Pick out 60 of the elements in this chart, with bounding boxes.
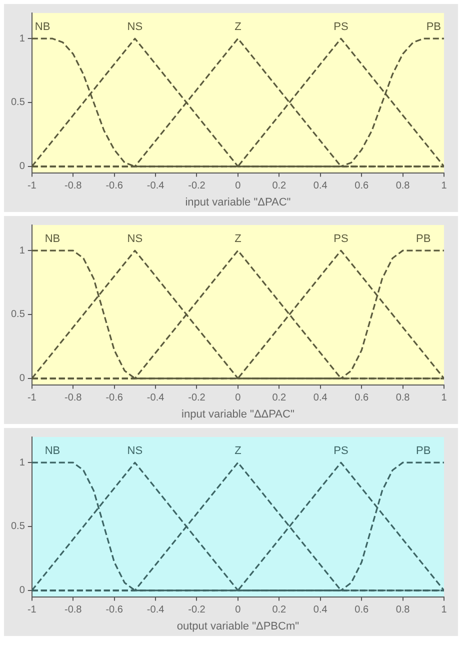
x-tick-label: -0.8 bbox=[64, 604, 82, 616]
x-tick-label: 0.4 bbox=[313, 604, 328, 616]
series-label: PS bbox=[334, 21, 348, 34]
series-label: NS bbox=[127, 233, 143, 246]
y-tick-label: 0 bbox=[19, 161, 26, 172]
y-tick-label: 1 bbox=[19, 245, 26, 256]
x-tick-label: 0.8 bbox=[396, 180, 410, 192]
x-tick-label: 0.6 bbox=[354, 392, 369, 404]
x-axis-title: output variable "ΔPBCm" bbox=[176, 620, 300, 632]
series-label: Z bbox=[234, 445, 242, 458]
x-tick-label: 1 bbox=[441, 180, 448, 192]
x-axis-title: input variable "ΔΔPAC" bbox=[182, 408, 294, 420]
x-tick-label: 0.8 bbox=[396, 392, 410, 404]
series-label: PS bbox=[334, 233, 348, 246]
x-tick-label: 0 bbox=[235, 180, 242, 192]
y-tick-label: 1 bbox=[19, 33, 26, 44]
x-tick-label: 0 bbox=[235, 392, 242, 404]
x-tick-label: 0.4 bbox=[313, 392, 328, 404]
y-tick-label: 0.5 bbox=[10, 97, 26, 108]
x-tick-label: -0.2 bbox=[188, 392, 206, 404]
series-label: NS bbox=[127, 21, 143, 34]
x-tick-label: 0 bbox=[235, 604, 242, 616]
series-label: NB bbox=[44, 445, 60, 458]
series-label: Z bbox=[234, 233, 242, 246]
y-tick-label: 1 bbox=[19, 457, 26, 468]
x-tick-label: 1 bbox=[441, 392, 448, 404]
x-axis-title: input variable "ΔPAC" bbox=[185, 196, 291, 208]
x-tick-label: -1 bbox=[27, 392, 37, 404]
series-label: PB bbox=[416, 233, 431, 246]
x-tick-label: -0.2 bbox=[188, 180, 206, 192]
x-tick-label: -0.6 bbox=[106, 392, 124, 404]
x-tick-label: 1 bbox=[441, 604, 448, 616]
x-tick-label: 0.6 bbox=[354, 604, 369, 616]
x-tick-label: -0.6 bbox=[106, 180, 124, 192]
series-label: NB bbox=[44, 233, 60, 246]
x-tick-label: -0.2 bbox=[188, 604, 206, 616]
x-tick-label: 0.6 bbox=[354, 180, 369, 192]
series-label: PB bbox=[416, 445, 431, 458]
x-tick-label: 0.2 bbox=[272, 392, 287, 404]
x-tick-label: -0.6 bbox=[106, 604, 124, 616]
y-tick-label: 0 bbox=[19, 585, 26, 596]
x-tick-label: 0.2 bbox=[272, 604, 287, 616]
x-tick-label: 0.8 bbox=[396, 604, 410, 616]
x-tick-label: -0.4 bbox=[146, 392, 165, 404]
series-label: Z bbox=[234, 21, 242, 34]
x-tick-label: -1 bbox=[27, 180, 37, 192]
y-tick-label: 0.5 bbox=[10, 309, 26, 320]
series-label: PB bbox=[426, 21, 442, 34]
x-tick-label: -0.4 bbox=[146, 604, 165, 616]
x-tick-label: 0.4 bbox=[313, 180, 328, 192]
x-tick-label: -1 bbox=[27, 604, 37, 616]
x-tick-label: -0.8 bbox=[64, 180, 82, 192]
y-tick-label: 0 bbox=[19, 373, 26, 384]
series-label: NS bbox=[127, 445, 143, 458]
x-tick-label: 0.2 bbox=[272, 180, 287, 192]
series-label: NB bbox=[34, 21, 50, 34]
x-tick-label: -0.4 bbox=[146, 180, 165, 192]
series-label: PS bbox=[334, 445, 348, 458]
y-tick-label: 0.5 bbox=[10, 521, 26, 532]
x-tick-label: -0.8 bbox=[64, 392, 82, 404]
